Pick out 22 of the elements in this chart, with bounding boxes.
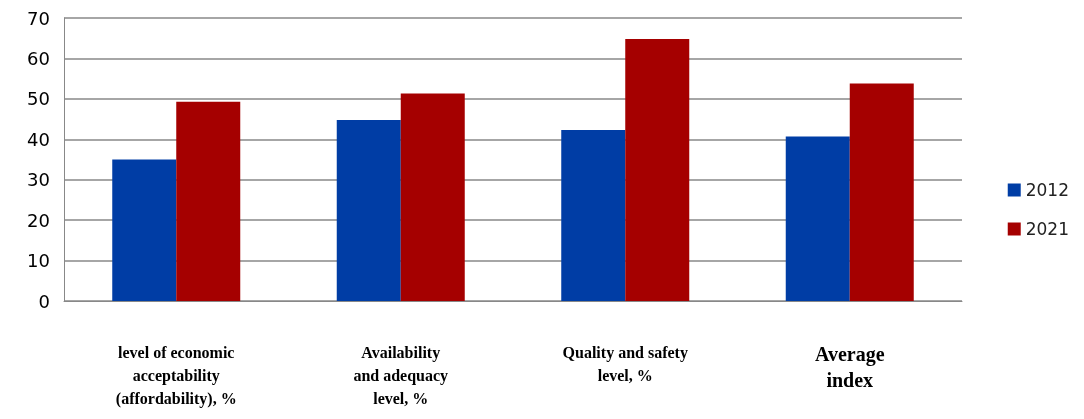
- x-tick-label: Average index: [814, 343, 885, 391]
- bar: [625, 39, 690, 301]
- x-tick-label: level of economic acceptability (affordability), %: [115, 344, 237, 408]
- y-tick-label: 30: [27, 169, 50, 191]
- y-tick-label: 10: [27, 250, 50, 272]
- legend-label: 2012: [1025, 180, 1069, 200]
- x-tick-label: Quality and safety level, %: [562, 344, 688, 384]
- bar: [561, 129, 626, 301]
- y-tick-label: 20: [27, 209, 50, 231]
- y-tick-label: 0: [38, 290, 50, 312]
- bar: [336, 119, 401, 301]
- y-tick-label: 60: [27, 47, 50, 69]
- y-tick-label: 50: [27, 88, 50, 110]
- bar: [785, 136, 850, 301]
- bar: [112, 159, 177, 301]
- bar: [176, 101, 241, 301]
- bar: [400, 93, 465, 301]
- y-tick-label: 40: [27, 128, 50, 150]
- x-tick-label: Availability and adequacy level, %: [353, 344, 449, 407]
- y-tick-label: 70: [27, 7, 50, 29]
- legend-label: 2021: [1025, 219, 1069, 239]
- bar: [849, 83, 914, 301]
